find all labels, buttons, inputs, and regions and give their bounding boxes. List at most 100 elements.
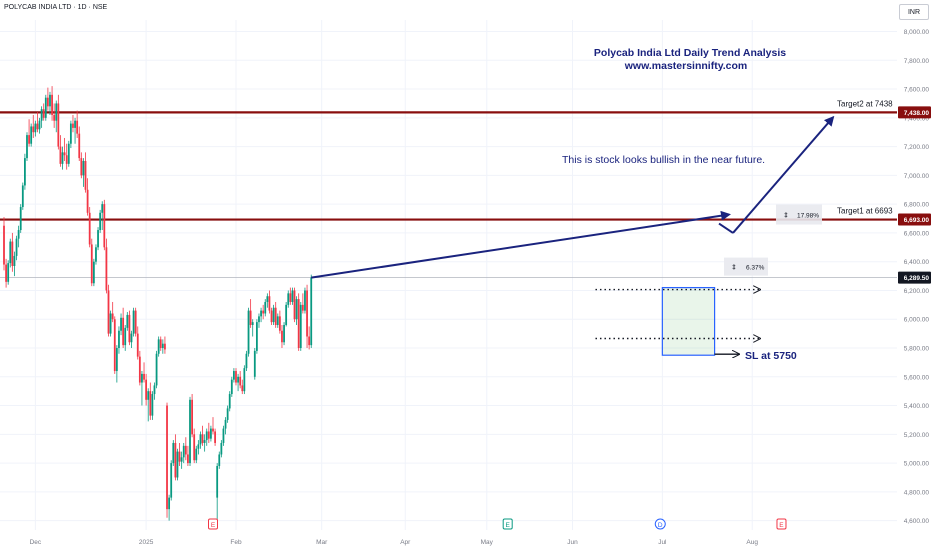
- target-level-label: Target1 at 6693: [837, 207, 893, 216]
- candle-body: [105, 247, 108, 291]
- candle-body: [299, 304, 302, 349]
- bullish-note: This is stock looks bullish in the near …: [562, 154, 765, 166]
- price-label-text: 6,693.00: [904, 217, 930, 224]
- candle-body: [17, 230, 20, 239]
- consolidation-zone: [595, 288, 760, 356]
- event-marker-label: E: [779, 522, 784, 529]
- event-marker[interactable]: E: [208, 518, 218, 530]
- candle-body: [228, 394, 231, 409]
- candle-body: [189, 399, 191, 464]
- candle-body: [289, 293, 292, 302]
- consolidation-box[interactable]: [661, 286, 716, 356]
- price-tick-label: 6,000.00: [904, 317, 930, 324]
- candle-body: [172, 442, 175, 464]
- measure-target1[interactable]: ⇕ 17.98%: [776, 204, 822, 225]
- event-marker-label: E: [506, 522, 511, 529]
- candle-body: [178, 451, 181, 462]
- candle-body: [46, 97, 49, 107]
- candle-body: [306, 290, 308, 337]
- candle-body: [80, 158, 83, 176]
- candle-body: [184, 445, 187, 455]
- candle-body: [214, 431, 216, 443]
- price-tick-label: 5,400.00: [904, 403, 930, 410]
- measure-breakout[interactable]: ⇕ 6.37%: [724, 257, 768, 276]
- measure-icon: ⇕: [731, 264, 737, 272]
- candle-body: [113, 319, 116, 372]
- x-axis: Dec 2025 Feb Mar Apr May Jun Jul Aug: [30, 539, 759, 546]
- time-tick-label: Mar: [316, 539, 328, 546]
- candle-body: [249, 310, 252, 325]
- annotations: Polycab India Ltd Daily Trend Analysisww…: [311, 47, 835, 362]
- target2-arrow[interactable]: [732, 115, 835, 234]
- candle-body: [141, 373, 143, 383]
- time-tick-label: Feb: [230, 539, 242, 546]
- stop-loss-label: SL at 5750: [745, 350, 797, 362]
- price-tick-label: 8,000.00: [904, 29, 930, 36]
- candle-body: [260, 310, 262, 317]
- currency-selector[interactable]: INR: [899, 4, 929, 20]
- measure-percent: 17.98%: [797, 213, 819, 220]
- symbol-label[interactable]: POLYCAB INDIA LTD · 1D · NSE: [4, 4, 108, 11]
- candle-body: [151, 394, 154, 416]
- candle-body: [97, 230, 99, 248]
- arrow-connector: [718, 222, 734, 234]
- earnings-icon: [502, 518, 513, 530]
- candle-body: [63, 152, 66, 156]
- candle-body: [216, 465, 219, 498]
- candle-body: [270, 310, 273, 323]
- candle-body: [174, 442, 177, 478]
- candle-body: [212, 428, 214, 432]
- event-marker[interactable]: E: [776, 518, 787, 530]
- candle-body: [109, 313, 112, 334]
- candle-body: [272, 307, 275, 323]
- candle-body: [74, 120, 76, 128]
- candle-body: [101, 204, 104, 213]
- candle-body: [201, 434, 204, 443]
- candle-body: [247, 310, 250, 354]
- candle-body: [197, 444, 200, 449]
- candle-body: [297, 299, 300, 349]
- candle-body: [118, 330, 120, 349]
- price-tick-label: 4,600.00: [904, 518, 930, 525]
- candle-body: [187, 454, 189, 464]
- event-marker[interactable]: D: [654, 518, 666, 530]
- grid: [0, 20, 897, 530]
- candle-body: [245, 353, 248, 369]
- time-tick-label: 2025: [139, 539, 154, 546]
- event-marker[interactable]: E: [502, 518, 513, 530]
- event-marker-label: D: [658, 522, 663, 529]
- chart-title: Polycab India Ltd Daily Trend Analysis: [594, 47, 786, 59]
- candle-body: [84, 160, 87, 190]
- candle-body: [281, 330, 283, 343]
- candle-body: [44, 97, 47, 118]
- candle-body: [170, 463, 173, 498]
- candle-body: [78, 133, 81, 159]
- candle-body: [115, 348, 118, 372]
- candle-body: [168, 497, 171, 510]
- candle-body: [92, 261, 95, 284]
- price-tick-label: 6,600.00: [904, 230, 930, 237]
- target1-arrow[interactable]: [311, 210, 731, 279]
- candle-body: [295, 299, 298, 320]
- candle-body: [235, 371, 237, 383]
- price-label-text: 7,438.00: [904, 110, 930, 117]
- candle-body: [24, 158, 26, 186]
- candle-body: [72, 123, 74, 128]
- candle-body: [153, 385, 156, 395]
- candle-body: [19, 207, 22, 231]
- time-tick-label: Jul: [658, 539, 667, 546]
- candle-body: [287, 293, 290, 305]
- candle-body: [258, 316, 260, 323]
- candle-body: [51, 94, 53, 115]
- price-tick-label: 6,400.00: [904, 259, 930, 266]
- earnings-icon: [776, 518, 787, 530]
- candle-body: [243, 368, 246, 392]
- candle-body: [220, 442, 223, 455]
- candle-body: [132, 310, 135, 334]
- event-marker-label: E: [211, 522, 216, 529]
- candle-body: [159, 339, 162, 349]
- candle-body: [182, 445, 185, 458]
- price-tick-label: 7,200.00: [904, 144, 930, 151]
